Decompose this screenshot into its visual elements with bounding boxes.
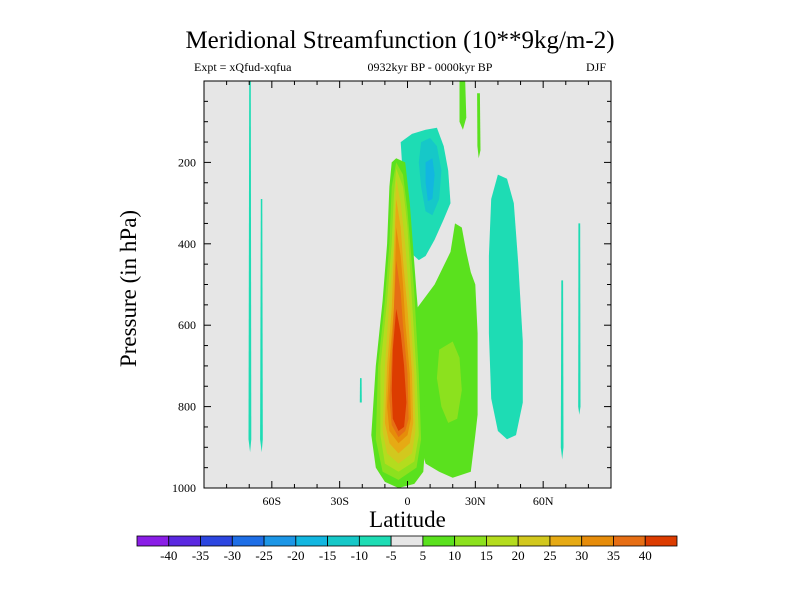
axes: 60S 30S 0 30N 60N 200 400 600 800 1000 Latitude Pre…: [116, 80, 612, 532]
contour-sh-streak-2: [260, 199, 263, 453]
colorbar-label: 25: [543, 548, 556, 563]
colorbar-box: [613, 535, 646, 547]
colorbar-label: -30: [224, 548, 241, 563]
colorbar-label: 40: [639, 548, 652, 563]
x-axis-title: Latitude: [369, 507, 446, 532]
colorbar-box: [295, 535, 328, 547]
colorbar-box: [136, 535, 170, 547]
x-tick-label: 30N: [465, 494, 486, 508]
contour-nh-streak-2: [578, 223, 581, 415]
colorbar-label: 30: [575, 548, 588, 563]
x-tick-label: 0: [405, 494, 411, 508]
colorbar-box: [358, 535, 392, 547]
colorbar-label: -10: [351, 548, 368, 563]
y-tick-label: 200: [178, 155, 196, 169]
colorbar-label: 35: [607, 548, 620, 563]
contour-nh-positive-15: [436, 341, 462, 423]
y-tick-label: 400: [178, 237, 196, 251]
contour-nh-upper-neg-15: [425, 158, 435, 202]
colorbar-label: 20: [512, 548, 525, 563]
colorbar: -40 -35 -30 -25 -20 -15 -10 -5 5 10 15 20 25 30 35 40: [136, 535, 678, 563]
colorbar-label: 15: [480, 548, 493, 563]
colorbar-label: -25: [255, 548, 272, 563]
colorbar-box: [168, 535, 201, 547]
colorbar-label: -15: [319, 548, 336, 563]
colorbar-label: -35: [192, 548, 209, 563]
period-text: 0932kyr BP - 0000kyr BP: [367, 60, 493, 74]
contour-nh-mid-cell: [488, 174, 523, 440]
x-tick-label: 30S: [330, 494, 349, 508]
period-label: 0932kyr BP - 0000kyr BP: [0, 60, 800, 75]
colorbar-label: -5: [386, 548, 397, 563]
colorbar-label: 10: [448, 548, 461, 563]
colorbar-box: [644, 535, 678, 547]
contour-sh-streak-1: [248, 81, 252, 453]
y-axis-title: Pressure (in hPa): [116, 210, 141, 367]
colorbar-box: [454, 535, 487, 547]
colorbar-box: [486, 535, 519, 547]
colorbar-box: [390, 535, 424, 547]
colorbar-box: [581, 535, 614, 547]
contour-nh-streak-1: [560, 280, 564, 460]
y-tick-label: 800: [178, 400, 196, 414]
colorbar-box: [422, 535, 456, 547]
colorbar-box: [327, 535, 360, 547]
contour-speck-sh: [359, 378, 362, 403]
season-label: DJF: [586, 60, 607, 74]
y-tick-label: 600: [178, 318, 196, 332]
x-tick-label: 60S: [262, 494, 281, 508]
experiment-label: Expt = xQfud-xqfua: [194, 60, 292, 74]
colorbar-box: [517, 535, 551, 547]
colorbar-label: 5: [420, 548, 427, 563]
colorbar-box: [231, 535, 265, 547]
colorbar-label: -20: [287, 548, 304, 563]
plot-area: [204, 81, 611, 489]
contour-upper-positive-2: [477, 93, 481, 159]
colorbar-box: [549, 535, 583, 547]
y-tick-label: 1000: [172, 481, 196, 495]
contour-upper-positive-1: [459, 81, 467, 130]
chart-title: Meridional Streamfunction (10**9kg/m-2): [185, 27, 615, 54]
x-tick-label: 60N: [533, 494, 554, 508]
contour-tropical-40: [391, 308, 407, 431]
colorbar-box: [200, 535, 233, 547]
colorbar-label: -40: [160, 548, 177, 563]
colorbar-box: [263, 535, 297, 547]
